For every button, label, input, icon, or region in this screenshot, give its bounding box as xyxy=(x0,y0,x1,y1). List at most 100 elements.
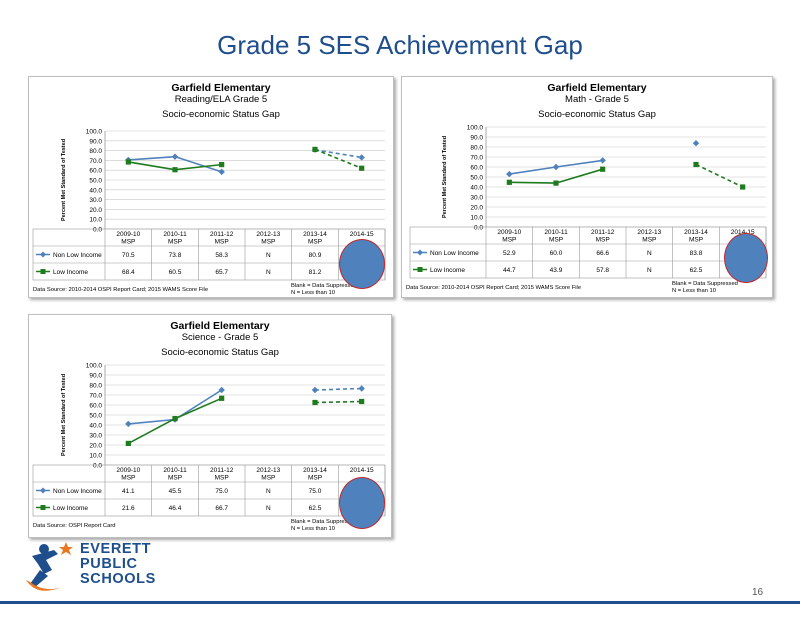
logo-line-2: PUBLIC xyxy=(80,556,138,572)
data-label: 75.0 xyxy=(215,488,228,495)
data-label: 60.0 xyxy=(550,250,563,257)
y-axis-label: Percent Met Standard of Tested xyxy=(61,139,67,221)
data-label: 68.4 xyxy=(122,269,135,276)
data-point xyxy=(172,167,178,173)
data-point xyxy=(219,395,225,401)
data-source: Data Source: 2010-2014 OSPI Report Card;… xyxy=(406,285,581,291)
legend-label: Non Low Income xyxy=(53,252,102,259)
series-line xyxy=(174,163,222,171)
data-label: N xyxy=(647,267,652,274)
data-label: 45.5 xyxy=(169,488,182,495)
data-point xyxy=(692,140,700,147)
y-tick-label: 0.0 xyxy=(474,225,483,232)
data-label: 46.4 xyxy=(169,505,182,512)
data-point xyxy=(506,170,513,178)
data-point xyxy=(359,398,365,405)
data-point xyxy=(219,162,225,168)
y-tick-label: 40.0 xyxy=(470,185,483,192)
x-tick-label: 2010-11 xyxy=(544,229,568,236)
logo-figure-icon xyxy=(26,542,73,591)
y-tick-label: 0.0 xyxy=(93,463,102,470)
y-tick-label: 80.0 xyxy=(89,383,102,390)
data-label: N xyxy=(266,252,271,259)
data-point xyxy=(553,180,559,186)
highlight-circle xyxy=(724,233,768,283)
data-point xyxy=(312,146,318,153)
chart-subtitle: Math - Grade 5 xyxy=(565,94,629,105)
data-label: 60.5 xyxy=(169,269,182,276)
chart-subtitle: Reading/ELA Grade 5 xyxy=(175,94,267,105)
series-line xyxy=(555,159,603,168)
data-source: Data Source: OSPI Report Card xyxy=(33,523,115,529)
x-tick-label: MSP xyxy=(308,239,322,246)
data-label: 75.0 xyxy=(309,488,322,495)
y-tick-label: 40.0 xyxy=(89,187,102,194)
series-line xyxy=(509,166,557,175)
chart-panel-science: Garfield Elementary Science - Grade 5 Soci… xyxy=(28,314,392,538)
y-tick-label: 30.0 xyxy=(470,195,483,202)
y-tick-label: 20.0 xyxy=(470,205,483,212)
series-line xyxy=(509,181,557,184)
x-tick-label: 2009-10 xyxy=(116,467,140,474)
data-point xyxy=(693,161,699,168)
page-number: 16 xyxy=(752,587,764,598)
data-label: 81.2 xyxy=(309,269,322,276)
y-tick-label: 100.0 xyxy=(86,129,103,136)
data-point xyxy=(552,163,560,171)
legend-label: Low Income xyxy=(53,505,88,512)
x-tick-label: MSP xyxy=(549,237,563,244)
data-point xyxy=(599,157,606,164)
series-line xyxy=(314,400,362,404)
x-tick-label: 2014-15 xyxy=(731,229,755,236)
data-label: 65.7 xyxy=(215,269,228,276)
legend-marker xyxy=(40,487,46,494)
y-tick-label: 90.0 xyxy=(470,135,483,142)
data-point xyxy=(125,440,131,446)
series-line xyxy=(314,148,362,169)
x-tick-label: MSP xyxy=(168,239,182,246)
series-line xyxy=(314,387,362,391)
legend-marker xyxy=(40,251,46,258)
x-tick-label: 2012-13 xyxy=(637,229,661,236)
x-tick-label: MSP xyxy=(215,239,229,246)
data-label: 66.7 xyxy=(215,505,228,512)
chart-panel-reading: Garfield Elementary Reading/ELA Grade 5 So… xyxy=(28,76,394,298)
x-tick-label: MSP xyxy=(642,237,656,244)
y-tick-label: 20.0 xyxy=(89,443,102,450)
y-tick-label: 0.0 xyxy=(93,227,102,234)
series-line xyxy=(128,418,176,425)
y-tick-label: 90.0 xyxy=(89,373,102,380)
series-line xyxy=(128,155,176,161)
legend-label: Non Low Income xyxy=(53,488,102,495)
x-tick-label: 2011-12 xyxy=(210,231,234,238)
x-tick-label: MSP xyxy=(168,475,182,482)
data-label: 41.1 xyxy=(122,488,135,495)
x-tick-label: MSP xyxy=(502,237,516,244)
y-tick-label: 10.0 xyxy=(89,453,102,460)
x-tick-label: MSP xyxy=(689,237,703,244)
y-tick-label: 80.0 xyxy=(89,148,102,155)
data-label: 73.8 xyxy=(169,252,182,259)
note-suppressed: Blank = Data Suppressed xyxy=(291,283,357,289)
chart-subtitle: Science - Grade 5 xyxy=(182,332,259,343)
y-tick-label: 50.0 xyxy=(470,175,483,182)
x-tick-label: MSP xyxy=(215,475,229,482)
chart-subtitle-2: Socio-economic Status Gap xyxy=(162,109,280,120)
series-line xyxy=(128,161,176,171)
x-tick-label: MSP xyxy=(121,239,135,246)
data-point xyxy=(600,166,606,172)
data-label: N xyxy=(266,269,271,276)
chart-panel-math: Garfield Elementary Math - Grade 5 Socio-e… xyxy=(401,76,773,298)
data-point xyxy=(171,153,179,160)
data-label: N xyxy=(266,505,271,512)
data-point xyxy=(312,399,318,406)
x-tick-label: 2013-14 xyxy=(684,229,708,236)
y-tick-label: 30.0 xyxy=(89,433,102,440)
data-point xyxy=(125,420,132,428)
slide-title: Grade 5 SES Achievement Gap xyxy=(217,30,583,60)
highlight-circle xyxy=(339,239,385,289)
chart-subtitle-2: Socio-economic Status Gap xyxy=(161,347,279,358)
note-less-than: N = Less than 10 xyxy=(291,526,335,532)
